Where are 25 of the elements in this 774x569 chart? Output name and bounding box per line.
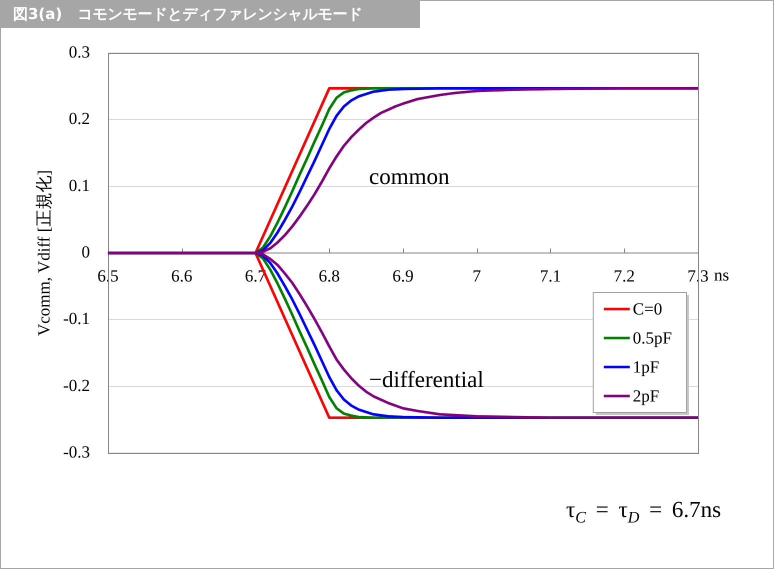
x-tick-label: 6.9	[392, 266, 414, 286]
chart-title: 図3(a) コモンモードとディファレンシャルモード	[1, 1, 420, 28]
y-axis-title: Vcomm, Vdiff [正規化]	[34, 170, 54, 336]
y-tick-label: -0.2	[63, 376, 90, 395]
legend-label: C=0	[632, 299, 662, 318]
x-tick-label: 6.8	[318, 266, 340, 286]
y-tick-label: 0.3	[68, 42, 90, 62]
x-tick-label: 7.1	[540, 266, 562, 286]
x-axis-title: ns	[714, 265, 730, 284]
y-tick-label: -0.1	[63, 309, 90, 328]
x-tick-label: 6.6	[171, 266, 192, 286]
legend-label: 2pF	[632, 386, 660, 406]
text: τ$_{C}$ = τ$_{D}$ = 6.7ns	[566, 497, 722, 527]
legend-label: 1pF	[632, 357, 660, 376]
annotation: −differential	[369, 367, 484, 392]
x-tick-label: 7	[472, 266, 482, 286]
x-tick-label: 7.3	[687, 266, 709, 286]
x-tick-label: 7.2	[614, 266, 635, 286]
y-tick-label: -0.3	[63, 442, 90, 462]
y-tick-label: 0	[82, 242, 90, 262]
x-tick-label: 6.5	[97, 266, 119, 286]
y-tick-label: 0.2	[68, 109, 90, 128]
legend-label: 0.5pF	[632, 328, 672, 348]
y-tick-label: 0.1	[68, 176, 90, 195]
annotation: common	[369, 164, 450, 189]
